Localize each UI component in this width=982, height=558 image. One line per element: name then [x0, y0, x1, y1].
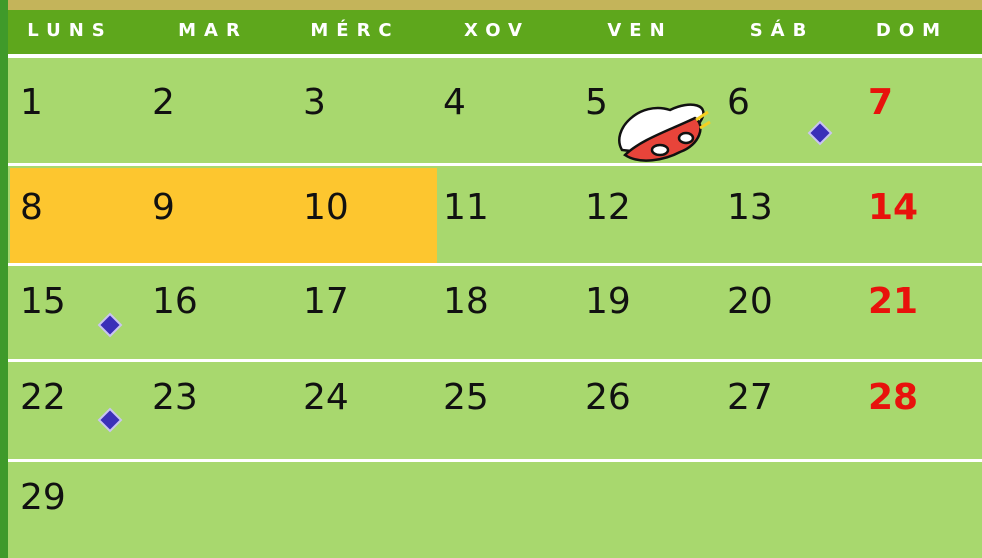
day-number: 19	[585, 281, 631, 322]
day-number: 9	[152, 187, 175, 228]
day-number: 3	[303, 82, 326, 123]
weekday-header: MÉRC	[285, 10, 425, 52]
day-number: 23	[152, 377, 198, 418]
day-number: 10	[303, 187, 349, 228]
decorations	[0, 0, 982, 558]
day-number: 6	[727, 82, 750, 123]
day-number: 26	[585, 377, 631, 418]
day-number: 15	[20, 281, 66, 322]
day-number: 13	[727, 187, 773, 228]
carnival-mask-icon	[619, 105, 710, 161]
day-number: 12	[585, 187, 631, 228]
day-number: 11	[443, 187, 489, 228]
day-number: 20	[727, 281, 773, 322]
weekday-header: SÁB	[712, 10, 852, 52]
weekday-header: LUNS	[0, 10, 140, 52]
weekday-header: MAR	[143, 10, 283, 52]
sunday-number: 14	[868, 187, 918, 228]
day-number: 4	[443, 82, 466, 123]
day-number: 16	[152, 281, 198, 322]
sunday-number: 21	[868, 281, 918, 322]
day-number: 29	[20, 477, 66, 518]
day-number: 17	[303, 281, 349, 322]
day-number: 8	[20, 187, 43, 228]
day-number: 22	[20, 377, 66, 418]
weekday-header: XOV	[427, 10, 567, 52]
weekday-header: VEN	[570, 10, 710, 52]
day-number: 1	[20, 82, 43, 123]
day-number: 25	[443, 377, 489, 418]
day-number: 5	[585, 82, 608, 123]
day-number: 2	[152, 82, 175, 123]
sunday-number: 7	[868, 82, 893, 123]
day-number: 18	[443, 281, 489, 322]
day-number: 24	[303, 377, 349, 418]
weekday-header: DOM	[842, 10, 982, 52]
sunday-number: 28	[868, 377, 918, 418]
calendar: LUNSMARMÉRCXOVVENSÁBDOM12345678910111213…	[0, 0, 982, 558]
day-number: 27	[727, 377, 773, 418]
